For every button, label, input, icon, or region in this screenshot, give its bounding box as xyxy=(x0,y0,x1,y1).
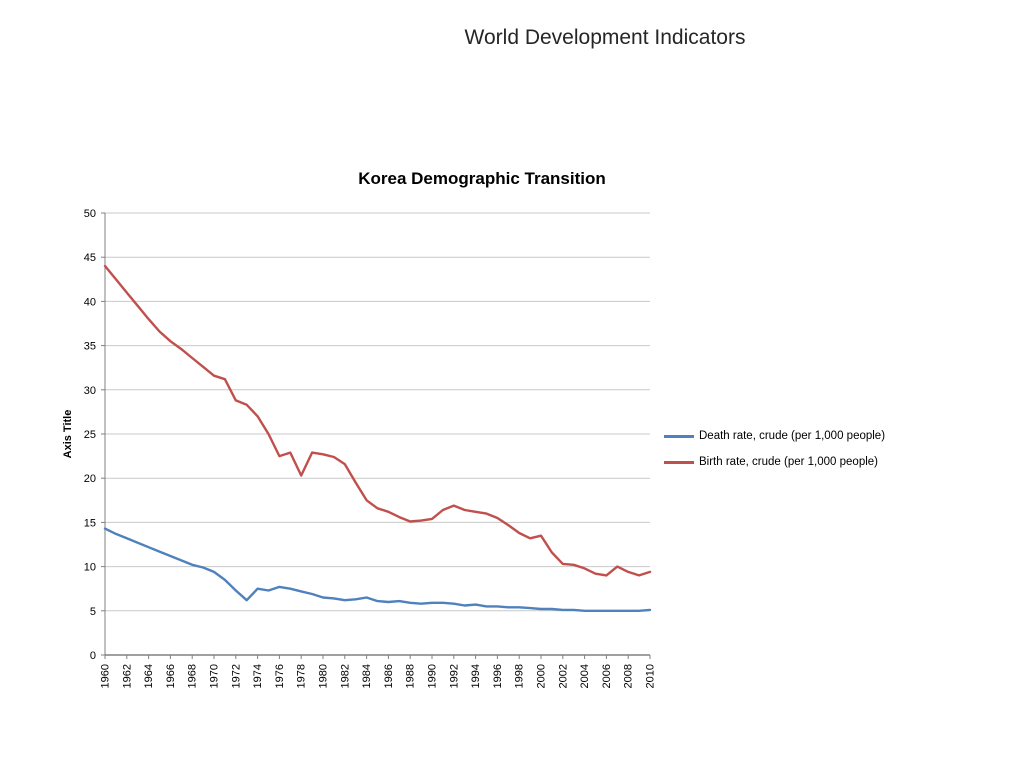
page-title: World Development Indicators xyxy=(464,26,746,49)
x-tick-label: 1962 xyxy=(121,664,133,688)
series-line-birth-rate xyxy=(103,264,652,577)
x-tick-label: 1972 xyxy=(230,664,242,688)
series-line-death-rate xyxy=(103,527,652,612)
x-tick-label: 1970 xyxy=(209,664,221,688)
y-tick-label: 5 xyxy=(90,606,96,618)
y-axis-title: Axis Title xyxy=(62,409,74,459)
y-tick-label: 15 xyxy=(84,517,96,529)
legend-swatch xyxy=(664,434,694,438)
y-tick-label: 30 xyxy=(84,385,96,397)
x-tick-label: 1964 xyxy=(143,664,155,688)
x-tick-label: 1966 xyxy=(165,664,177,688)
x-tick-label: 1994 xyxy=(470,664,482,688)
x-tick-label: 1988 xyxy=(405,664,417,688)
y-tick-label: 20 xyxy=(84,473,96,485)
legend-swatch xyxy=(664,460,694,464)
chart-legend: Death rate, crude (per 1,000 people) Bir… xyxy=(664,423,885,475)
x-tick-label: 2002 xyxy=(557,664,569,688)
legend-label: Death rate, crude (per 1,000 people) xyxy=(699,430,886,442)
x-tick-label: 1984 xyxy=(361,664,373,688)
legend-item-birth-rate: Birth rate, crude (per 1,000 people) xyxy=(664,449,885,475)
x-tick-label: 1998 xyxy=(514,664,526,688)
x-tick-label: 1992 xyxy=(448,664,460,688)
x-tick-label: 1990 xyxy=(427,664,439,688)
y-tick-label: 40 xyxy=(84,296,96,308)
y-tick-label: 0 xyxy=(90,650,96,662)
x-tick-label: 1996 xyxy=(492,664,504,688)
x-tick-label: 1982 xyxy=(339,664,351,688)
x-tick-label: 2004 xyxy=(579,664,591,688)
x-tick-label: 2000 xyxy=(536,664,548,688)
y-tick-label: 50 xyxy=(84,208,96,220)
chart-title: Korea Demographic Transition xyxy=(358,169,606,188)
x-tick-label: 1986 xyxy=(383,664,395,688)
x-tick-label: 2006 xyxy=(601,664,613,688)
y-tick-label: 35 xyxy=(84,341,96,353)
legend-label: Birth rate, crude (per 1,000 people) xyxy=(699,456,878,468)
x-tick-label: 1968 xyxy=(187,664,199,688)
x-tick-label: 1980 xyxy=(318,664,330,688)
y-tick-label: 25 xyxy=(84,429,96,441)
x-tick-label: 1978 xyxy=(296,664,308,688)
y-tick-label: 45 xyxy=(84,252,96,264)
x-tick-label: 2010 xyxy=(645,664,657,688)
legend-item-death-rate: Death rate, crude (per 1,000 people) xyxy=(664,423,885,449)
x-tick-label: 1976 xyxy=(274,664,286,688)
x-tick-label: 2008 xyxy=(623,664,635,688)
y-tick-label: 10 xyxy=(84,562,96,574)
x-tick-label: 1974 xyxy=(252,664,264,688)
x-tick-label: 1960 xyxy=(100,664,112,688)
